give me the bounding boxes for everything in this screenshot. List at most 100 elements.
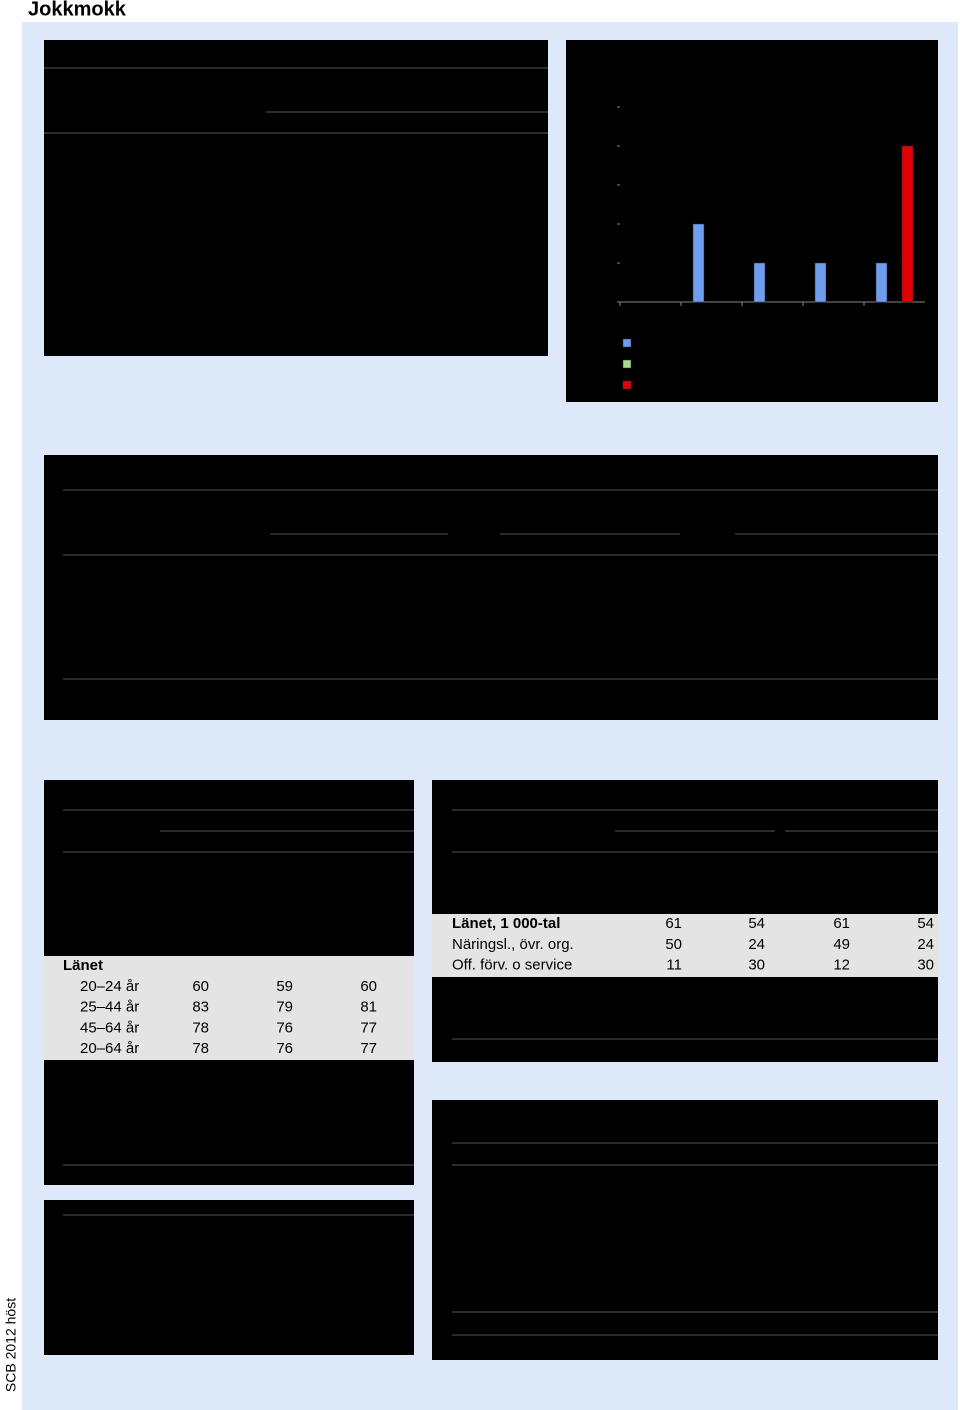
row-label: Nettopendling: [452, 1315, 553, 1332]
column-header: Andel (%) av alla i resp. ålder: [165, 812, 361, 829]
cell-value: 68: [596, 660, 613, 677]
cell-value: 60: [360, 978, 377, 995]
column-header: Kvinnor: [713, 833, 764, 850]
cell-value: 79: [192, 1123, 209, 1140]
cell-value: 1: [453, 176, 461, 193]
cell-value: 114: [892, 1248, 916, 1265]
cell-value: 80: [192, 936, 209, 953]
legend-label: Nettoförändringen i ombyggda flerbostads…: [635, 377, 878, 391]
cell-value: 14: [293, 556, 310, 573]
cell-value: 2: [908, 618, 916, 635]
cell-value: 100: [352, 639, 377, 656]
cell-value: 30: [917, 957, 934, 974]
cell-value: 77: [192, 1144, 209, 1161]
cell-value: 77: [360, 1019, 377, 1036]
cell-value: 1 290: [644, 853, 682, 870]
cell-value: 32: [663, 598, 680, 615]
cell-value: 54: [917, 915, 934, 932]
row-label: Totalt, %: [63, 639, 121, 656]
row-label: Miljöpartiet de gröna: [63, 218, 200, 235]
footer: SCB 2012 höst: [3, 1298, 19, 1392]
cell-value: 1: [520, 218, 528, 235]
y-tick-label: 5: [599, 99, 606, 113]
column-header: Män: [788, 833, 817, 850]
cell-value: 60: [529, 577, 546, 594]
cell-value: 555: [909, 874, 934, 891]
panel: [44, 40, 548, 356]
row-label: Näringsl., övr. org.: [452, 998, 574, 1015]
section-title: Pendling 2010: [452, 1119, 587, 1141]
x-tick-label: 2008: [698, 312, 725, 326]
cell-value: 2: [453, 218, 461, 235]
row-label: 25–44 år: [80, 1103, 139, 1120]
definition: bor i kommunen och arbetar i eller utanf…: [63, 1247, 305, 1262]
cell-value: 179: [773, 1269, 798, 1286]
cell-value: 1: [369, 301, 377, 318]
cell-value: 1: [369, 660, 377, 677]
cell-value: 0: [520, 156, 528, 173]
cell-value: 30: [748, 957, 765, 974]
row-label: från övriga län: [468, 1227, 563, 1244]
page-title: Jokkmokk: [28, 0, 127, 20]
column-header: Tot: [895, 536, 916, 553]
cell-value: 1 179: [896, 998, 934, 1015]
cell-value: 1: [520, 176, 528, 193]
cell-value: 79: [276, 915, 293, 932]
cell-value: 59: [427, 577, 444, 594]
cell-value: 77: [360, 1040, 377, 1057]
cell-value: 76: [360, 1144, 377, 1161]
column-header: Män: [418, 114, 447, 131]
cell-value: 13: [511, 321, 528, 338]
cell-value: 2: [520, 301, 528, 318]
x-tick-label: 2011: [881, 312, 907, 326]
cell-value: 1 956: [812, 998, 850, 1015]
cell-value: 47: [899, 577, 916, 594]
cell-value: 100: [285, 639, 310, 656]
cell-value: 70: [360, 874, 377, 891]
cell-value: 5 522: [878, 660, 916, 677]
cell-value: 1: [453, 135, 461, 152]
x-tick-label: 2007: [637, 312, 664, 326]
row-label: Förgymnasial utbildning: [63, 556, 221, 573]
row-shade: [432, 914, 938, 977]
row-label: 20–24 år: [80, 978, 139, 995]
column-header: 2010: [418, 93, 451, 110]
row-label: Uppgift saknas: [63, 618, 162, 635]
cell-value: 100: [824, 639, 849, 656]
cell-value: 1: [301, 156, 309, 173]
definition: kommunen: [63, 1266, 127, 1281]
cell-value: 72: [899, 1207, 916, 1224]
row-label: Gymnasial utbildning: [63, 577, 202, 594]
cell-value: 2: [301, 301, 309, 318]
cell-value: 15: [765, 556, 782, 573]
column-header: Dagbefolkning: [789, 812, 885, 829]
row-label: Folkpartiet liberalerna: [63, 176, 208, 193]
cell-value: 179: [657, 894, 682, 911]
cell-value: 10: [596, 556, 613, 573]
cell-value: 1 137: [727, 853, 765, 870]
row-label: till övriga kommuner i länet: [468, 1269, 647, 1286]
column-header: Män: [273, 114, 302, 131]
cell-value: 1: [369, 618, 377, 635]
cell-value: 91: [899, 1269, 916, 1286]
cell-value: 935: [740, 1019, 765, 1036]
column-header: Antal mandat vid valet: [266, 73, 414, 90]
cell-value: 1: [453, 156, 461, 173]
cell-value: 18: [444, 321, 461, 338]
cell-value: 18: [293, 598, 310, 615]
cell-value: 23: [899, 1289, 916, 1306]
cell-value: 0: [369, 135, 377, 152]
column-header: Kvinnor: [253, 833, 304, 850]
cell-value: 13: [899, 1227, 916, 1244]
cell-value: 2: [453, 259, 461, 276]
row-label: Länet, 1 000-tal: [452, 915, 560, 932]
row-shade: [44, 956, 414, 1060]
cell-value: 8: [453, 238, 461, 255]
row-label: 20–24 år: [80, 874, 139, 891]
cell-value: 51: [596, 577, 613, 594]
cell-value: 7: [301, 238, 309, 255]
column-header: Totalt: [339, 833, 376, 850]
row-label: 20–64 år: [80, 936, 139, 953]
